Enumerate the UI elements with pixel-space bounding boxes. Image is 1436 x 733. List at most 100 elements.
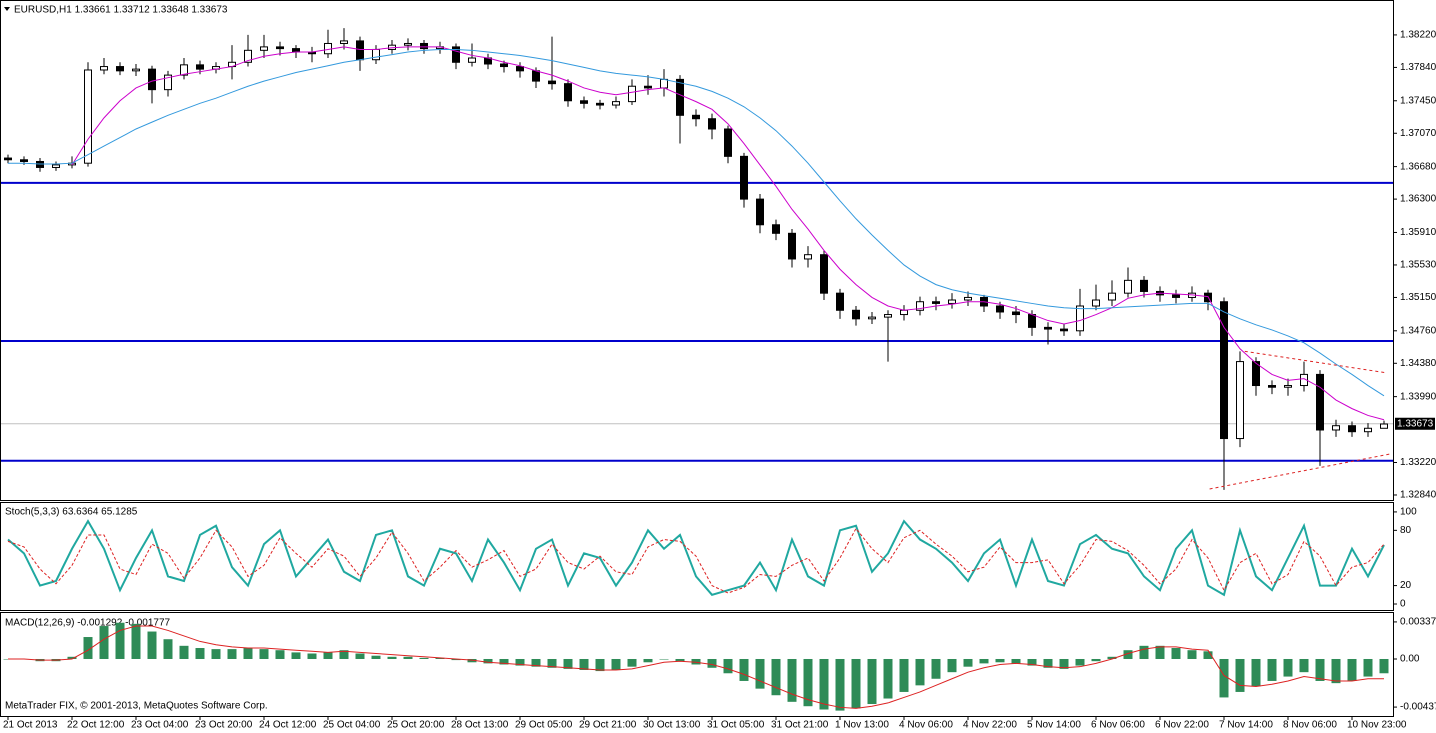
last-price-tag xyxy=(1395,417,1435,430)
candle-body xyxy=(1060,328,1068,332)
macd-bar xyxy=(67,656,77,659)
macd-bar xyxy=(83,637,93,659)
x-tick-label: 8 Nov 06:00 xyxy=(1283,720,1337,731)
x-tick-label: 31 Oct 21:00 xyxy=(771,720,829,731)
macd-bar xyxy=(1203,651,1213,659)
macd-bar xyxy=(1155,645,1165,659)
symbol-title: EURUSD,H1 1.33661 1.33712 1.33648 1.3367… xyxy=(14,5,228,16)
macd-bar xyxy=(1187,650,1197,659)
candle-body xyxy=(1332,425,1340,431)
watermark: MetaTrader FIX, © 2001-2013, MetaQuotes … xyxy=(5,701,268,712)
candle-body xyxy=(1028,314,1036,328)
x-tick-label: 28 Oct 13:00 xyxy=(451,720,509,731)
macd-bar xyxy=(1347,658,1357,681)
macd-bar xyxy=(915,658,925,686)
candle-body xyxy=(532,70,540,82)
x-tick-label: 4 Nov 22:00 xyxy=(963,720,1017,731)
y-tick-label: 1.33990 xyxy=(1400,391,1436,402)
candle-body xyxy=(1300,373,1308,387)
macd-bar xyxy=(755,658,765,689)
candle-body xyxy=(356,40,364,61)
candle-body xyxy=(404,42,412,46)
macd-bar xyxy=(323,652,333,659)
candle-body xyxy=(1044,326,1052,330)
macd-bar xyxy=(995,658,1005,663)
macd-bar xyxy=(259,649,269,659)
symbol-menu-icon[interactable] xyxy=(4,7,10,11)
candle-body xyxy=(292,48,300,53)
candle-body xyxy=(1252,361,1260,387)
macd-bar xyxy=(691,658,701,665)
y-tick-label: 1.35530 xyxy=(1400,260,1436,271)
y-tick-label: 1.37070 xyxy=(1400,128,1436,139)
candle-body xyxy=(772,224,780,234)
macd-bar xyxy=(1299,658,1309,673)
candle-body xyxy=(964,296,972,301)
macd-bar xyxy=(867,658,877,705)
candle-body xyxy=(580,100,588,104)
x-tick-label: 5 Nov 14:00 xyxy=(1027,720,1081,731)
macd-bar xyxy=(723,658,733,674)
y-tick-label: 1.36300 xyxy=(1400,194,1436,205)
x-tick-label: 30 Oct 13:00 xyxy=(643,720,701,731)
candle-body xyxy=(852,309,860,320)
candle-body xyxy=(452,46,460,63)
macd-bar xyxy=(771,658,781,696)
y-tick-label: -0.004379 xyxy=(1400,702,1436,713)
candle-body xyxy=(884,314,892,318)
macd-bar xyxy=(1123,650,1133,659)
stoch-panel xyxy=(0,502,1394,611)
macd-bar xyxy=(371,655,381,659)
macd-bar xyxy=(627,658,637,667)
y-tick-label: 20 xyxy=(1400,580,1412,591)
macd-title: MACD(12,26,9) -0.001292 -0.001777 xyxy=(5,618,171,629)
moving-average xyxy=(71,46,1385,421)
macd-bar xyxy=(547,658,557,668)
candle-body xyxy=(756,198,764,226)
candle-body xyxy=(596,102,604,106)
macd-bar xyxy=(883,658,893,699)
macd-bar xyxy=(931,658,941,679)
oscillator-line xyxy=(7,519,1385,597)
candle-body xyxy=(340,40,348,44)
candle-body xyxy=(372,48,380,61)
y-tick-label: 1.32840 xyxy=(1400,490,1436,501)
macd-bar xyxy=(339,650,349,659)
candle-body xyxy=(724,128,732,157)
candle-body xyxy=(4,157,12,161)
macd-bar xyxy=(403,656,413,659)
candle-body xyxy=(788,232,796,260)
macd-bar xyxy=(243,648,253,659)
macd-bar xyxy=(1219,658,1229,698)
macd-bar xyxy=(1011,658,1021,664)
oscillator-line xyxy=(7,527,1385,594)
candle-body xyxy=(100,66,108,71)
candle-body xyxy=(676,78,684,116)
macd-bar xyxy=(819,658,829,710)
candle-body xyxy=(196,64,204,70)
macd-panel xyxy=(0,612,1394,717)
macd-bar xyxy=(1107,656,1117,659)
macd-bar xyxy=(307,653,317,659)
candle-body xyxy=(1364,427,1372,433)
macd-bar xyxy=(1251,658,1261,687)
y-tick-label: 1.38220 xyxy=(1400,30,1436,41)
macd-bar xyxy=(579,658,589,670)
x-tick-label: 23 Oct 20:00 xyxy=(195,720,253,731)
x-tick-label: 1 Nov 13:00 xyxy=(835,720,889,731)
macd-bar xyxy=(1075,658,1085,666)
candle-body xyxy=(1236,361,1244,440)
macd-bar xyxy=(99,626,109,659)
candle-body xyxy=(740,155,748,200)
macd-bar xyxy=(1363,658,1373,677)
candle-body xyxy=(1316,373,1324,431)
candle-body xyxy=(1076,305,1084,332)
candle-body xyxy=(1380,423,1388,429)
candle-body xyxy=(468,57,476,63)
macd-bar xyxy=(611,658,621,670)
y-tick-label: 100 xyxy=(1400,507,1417,518)
macd-bar xyxy=(675,658,685,662)
macd-bar xyxy=(291,652,301,659)
candle-body xyxy=(1012,311,1020,316)
